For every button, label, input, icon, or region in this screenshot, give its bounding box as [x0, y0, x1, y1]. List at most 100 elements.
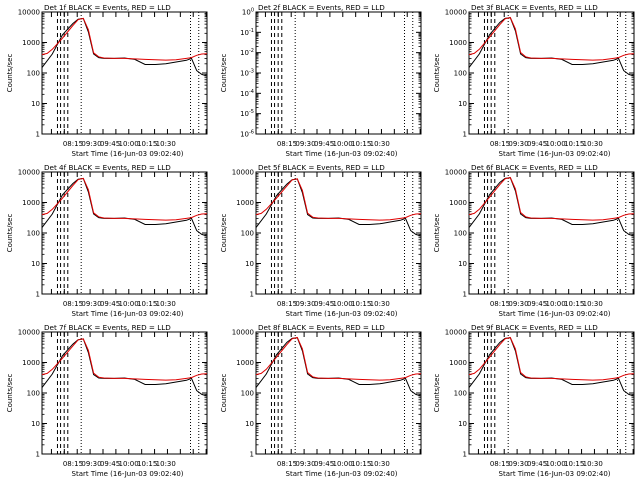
y-tick-label: 100	[241, 390, 254, 398]
y-tick-label: 10000	[232, 169, 254, 177]
x-tick-label: 10:15	[564, 300, 584, 308]
panel-title: Det 8f BLACK = Events, RED = LLD	[258, 323, 385, 332]
x-tick-label: 08:15	[277, 300, 297, 308]
x-tick-label: 08:15	[490, 460, 510, 468]
x-tick-label: 09:30	[508, 300, 528, 308]
y-axis-label: Counts/sec	[6, 214, 14, 253]
x-tick-label: 09:30	[295, 140, 315, 148]
marker-lines	[56, 12, 200, 134]
y-tick-label: 100	[242, 8, 254, 17]
x-axis-label: Start Time (16-Jun-03 09:02:40)	[72, 310, 184, 318]
lld-series-line	[468, 336, 635, 381]
x-tick-label: 10:15	[137, 460, 157, 468]
y-tick-label: 10000	[18, 9, 40, 17]
x-tick-label: 10:30	[583, 140, 603, 148]
y-tick-label: 10-4	[240, 89, 254, 98]
y-tick-label: 1	[36, 451, 40, 459]
y-tick-label: 100	[27, 390, 40, 398]
x-tick-label: 09:30	[81, 300, 101, 308]
x-axis-label: Start Time (16-Jun-03 09:02:40)	[286, 310, 398, 318]
x-tick-label: 09:45	[527, 300, 547, 308]
y-tick-label: 1000	[22, 359, 40, 367]
x-axis-label: Start Time (16-Jun-03 09:02:40)	[72, 470, 184, 478]
y-tick-label: 1	[36, 131, 40, 139]
marker-lines	[483, 332, 627, 454]
x-axis-label: Start Time (16-Jun-03 09:02:40)	[286, 470, 398, 478]
x-axis-label: Start Time (16-Jun-03 09:02:40)	[286, 150, 398, 158]
y-tick-label: 100	[454, 230, 467, 238]
y-tick-label: 10000	[445, 329, 467, 337]
y-tick-label: 10000	[445, 169, 467, 177]
y-tick-label: 100	[241, 230, 254, 238]
x-tick-label: 10:30	[156, 460, 176, 468]
x-tick-label: 10:15	[564, 460, 584, 468]
x-tick-label: 09:30	[295, 300, 315, 308]
x-tick-label: 10:15	[351, 460, 371, 468]
x-tick-label: 09:30	[508, 140, 528, 148]
events-series-line	[468, 17, 635, 77]
detector-panel-2: Det 2f BLACK = Events, RED = LLD 10-6 10-5…	[220, 3, 422, 158]
lld-series-line	[468, 176, 635, 221]
x-tick-label: 09:30	[295, 460, 315, 468]
y-tick-label: 1	[463, 131, 467, 139]
lld-series-line	[255, 178, 422, 221]
events-series-line	[255, 337, 422, 397]
detector-panel-7: Det 7f BLACK = Events, RED = LLD 1 10 100 10…	[6, 323, 208, 478]
y-axis-label: Counts/sec	[433, 214, 441, 253]
x-tick-label: 10:15	[351, 140, 371, 148]
panel-title: Det 3f BLACK = Events, RED = LLD	[471, 3, 598, 12]
marker-lines	[270, 12, 414, 134]
marker-lines	[56, 332, 200, 454]
events-series-line	[41, 338, 208, 397]
x-tick-label: 10:30	[370, 460, 390, 468]
x-tick-label: 09:30	[81, 460, 101, 468]
y-tick-label: 1000	[449, 359, 467, 367]
y-tick-label: 10-2	[240, 48, 254, 57]
marker-lines	[483, 172, 627, 294]
lld-series-line	[468, 16, 635, 61]
x-tick-label: 10:15	[351, 300, 371, 308]
x-tick-label: 10:30	[156, 300, 176, 308]
x-tick-label: 08:15	[63, 460, 83, 468]
x-tick-label: 08:15	[63, 140, 83, 148]
y-tick-label: 10-5	[240, 109, 254, 118]
lld-series-line	[41, 17, 208, 61]
x-tick-label: 08:15	[277, 140, 297, 148]
events-series-line	[41, 17, 208, 77]
y-tick-label: 10-6	[240, 130, 254, 139]
x-tick-label: 10:00	[546, 460, 566, 468]
x-tick-label: 09:30	[508, 460, 528, 468]
panel-title: Det 9f BLACK = Events, RED = LLD	[471, 323, 598, 332]
y-axis-label: Counts/sec	[433, 54, 441, 93]
x-tick-label: 10:30	[583, 300, 603, 308]
x-axis-label: Start Time (16-Jun-03 09:02:40)	[499, 310, 611, 318]
y-tick-label: 10000	[18, 169, 40, 177]
y-tick-label: 10000	[232, 329, 254, 337]
y-tick-label: 10000	[18, 329, 40, 337]
panel-title: Det 1f BLACK = Events, RED = LLD	[44, 3, 171, 12]
events-series-line	[468, 177, 635, 237]
y-tick-label: 10	[245, 260, 254, 268]
marker-lines	[483, 12, 627, 134]
y-tick-label: 1000	[236, 199, 254, 207]
panel-title: Det 6f BLACK = Events, RED = LLD	[471, 163, 598, 172]
x-tick-label: 10:30	[156, 140, 176, 148]
x-tick-label: 10:00	[333, 140, 353, 148]
x-tick-label: 10:15	[137, 140, 157, 148]
detector-panel-8: Det 8f BLACK = Events, RED = LLD 1 10 100 10…	[220, 323, 422, 478]
x-tick-label: 10:30	[370, 300, 390, 308]
detector-panel-9: Det 9f BLACK = Events, RED = LLD 1 10 100 10…	[433, 323, 635, 478]
x-tick-label: 09:45	[100, 140, 120, 148]
detector-panel-5: Det 5f BLACK = Events, RED = LLD 1 10 100 10…	[220, 163, 422, 318]
panel-title: Det 5f BLACK = Events, RED = LLD	[258, 163, 385, 172]
events-series-line	[41, 177, 208, 237]
x-tick-label: 10:00	[119, 140, 139, 148]
detector-panel-4: Det 4f BLACK = Events, RED = LLD 1 10 100 10…	[6, 163, 208, 318]
y-tick-label: 1	[36, 291, 40, 299]
lld-series-line	[41, 338, 208, 381]
x-tick-label: 09:45	[527, 140, 547, 148]
x-tick-label: 10:00	[333, 460, 353, 468]
y-axis-label: Counts/sec	[220, 54, 228, 93]
x-tick-label: 09:45	[100, 300, 120, 308]
